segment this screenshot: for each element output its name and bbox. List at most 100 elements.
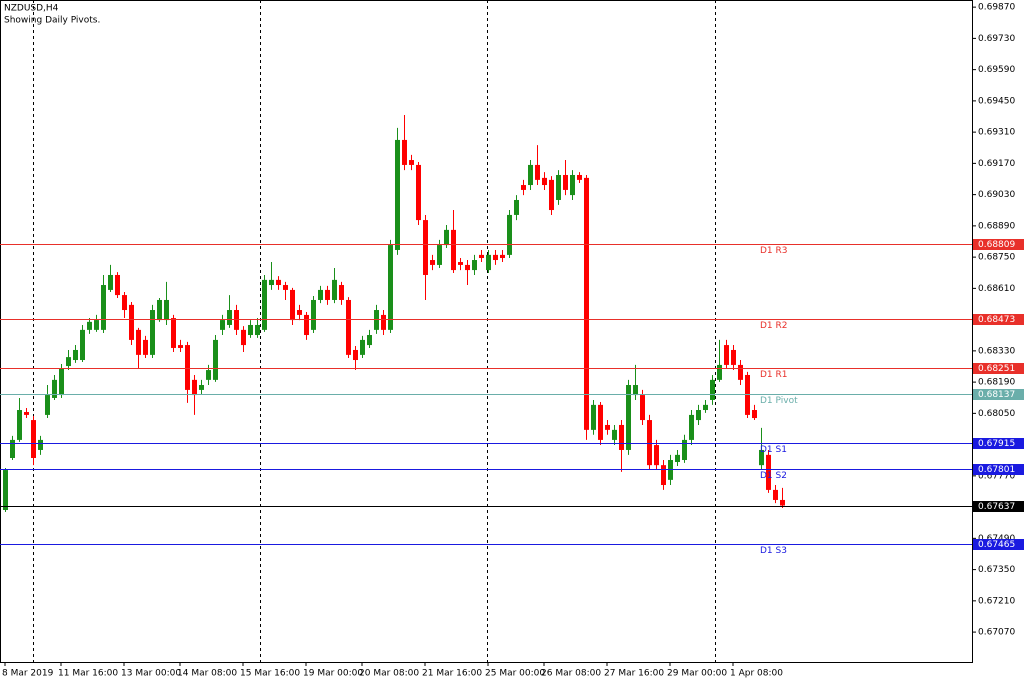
candle-body <box>80 329 85 361</box>
candle-body <box>297 310 302 315</box>
x-tick-label: 27 Mar 16:00 <box>604 669 664 679</box>
candle-body <box>150 310 155 355</box>
candle-body <box>556 174 561 200</box>
price-label-bg <box>973 539 1024 550</box>
candle-body <box>185 345 190 390</box>
candle-body <box>563 174 568 190</box>
candle-body <box>710 379 715 400</box>
candle-body <box>17 410 22 440</box>
candle-body <box>381 314 386 330</box>
candle-body <box>500 254 505 259</box>
candle-body <box>507 214 512 255</box>
candle-body <box>514 199 519 215</box>
x-tick-label: 11 Mar 16:00 <box>58 669 118 679</box>
candle-body <box>437 245 442 265</box>
x-tick-label: 14 Mar 08:00 <box>177 669 237 679</box>
candle-body <box>108 274 113 290</box>
candle-body <box>675 454 680 463</box>
candle-body <box>206 370 211 380</box>
y-tick-label: 0.69450 <box>978 96 1015 106</box>
candle-body <box>304 314 309 336</box>
candle-body <box>122 295 127 311</box>
candle-body <box>87 321 92 330</box>
y-tick-label: 0.69870 <box>978 3 1015 13</box>
plot-frame <box>0 0 973 663</box>
y-tick-label: 0.68050 <box>978 409 1015 419</box>
candle-body <box>409 160 414 165</box>
candle-body <box>619 424 624 450</box>
y-tick-label: 0.69030 <box>978 190 1015 200</box>
candle-body <box>164 299 169 321</box>
pivot-name: D1 S3 <box>760 546 787 556</box>
candle-body <box>360 339 365 355</box>
candle-body <box>759 449 764 466</box>
candle-body <box>395 139 400 250</box>
candle-body <box>486 254 491 271</box>
x-tick-label: 13 Mar 00:00 <box>121 669 181 679</box>
price-label-bg <box>973 438 1024 449</box>
candle-body <box>472 260 477 271</box>
y-tick-label: 0.69310 <box>978 128 1015 138</box>
candle-body <box>353 349 358 361</box>
candle-body <box>157 299 162 321</box>
candle-body <box>640 395 645 421</box>
price-label: 0.68137 <box>978 390 1015 400</box>
y-tick-label: 0.67770 <box>978 471 1015 481</box>
candle-body <box>493 254 498 261</box>
candle-body <box>780 499 785 506</box>
candle-body <box>31 420 36 458</box>
y-tick-label: 0.67350 <box>978 565 1015 575</box>
candle-body <box>773 489 778 500</box>
candle-body <box>549 179 554 211</box>
y-tick-label: 0.69590 <box>978 65 1015 75</box>
x-tick-label: 26 Mar 08:00 <box>541 669 601 679</box>
period-separators <box>33 0 716 662</box>
candle-body <box>458 262 463 265</box>
price-label: 0.68251 <box>978 364 1015 374</box>
x-tick-label: 21 Mar 16:00 <box>422 669 482 679</box>
candle-body <box>591 404 596 430</box>
candle-body <box>584 177 589 430</box>
price-label: 0.67915 <box>978 439 1015 449</box>
chart-title: NZDUSD,H4 <box>4 4 59 14</box>
candle-body <box>52 379 57 398</box>
chart-subtitle: Showing Daily Pivots. <box>4 16 100 26</box>
candle-body <box>227 310 232 325</box>
candle-body <box>269 279 274 286</box>
pivot-name: D1 S2 <box>760 471 787 481</box>
candle-body <box>752 410 757 419</box>
price-label-bg <box>973 501 1024 512</box>
candle-body <box>220 320 225 330</box>
candle-body <box>192 379 197 396</box>
candle-body <box>528 164 533 186</box>
y-tick-label: 0.68890 <box>978 221 1015 231</box>
candle-body <box>682 439 687 461</box>
candle-body <box>367 335 372 346</box>
candle-body <box>10 439 15 458</box>
y-tick-label: 0.67490 <box>978 534 1015 544</box>
candle-body <box>94 320 99 330</box>
price-label-bg <box>973 314 1024 325</box>
candle-body <box>332 279 337 300</box>
y-tick-label: 0.68610 <box>978 284 1015 294</box>
candle-body <box>605 424 610 430</box>
candle-body <box>766 454 771 490</box>
pivot-name: D1 R2 <box>760 321 788 331</box>
candle-body <box>101 285 106 330</box>
candle-body <box>451 229 456 271</box>
y-tick-label: 0.69170 <box>978 159 1015 169</box>
pivot-name: D1 S1 <box>760 445 787 455</box>
pivot-name: D1 R1 <box>760 370 788 380</box>
candle-body <box>535 164 540 180</box>
pivot-name: D1 Pivot <box>760 396 798 406</box>
candle-body <box>577 174 582 180</box>
price-label-bg <box>973 464 1024 475</box>
pivot-name: D1 R3 <box>760 246 788 256</box>
candle-body <box>24 412 29 415</box>
price-label-bg <box>973 389 1024 400</box>
candle-body <box>339 285 344 300</box>
candle-body <box>731 349 736 365</box>
